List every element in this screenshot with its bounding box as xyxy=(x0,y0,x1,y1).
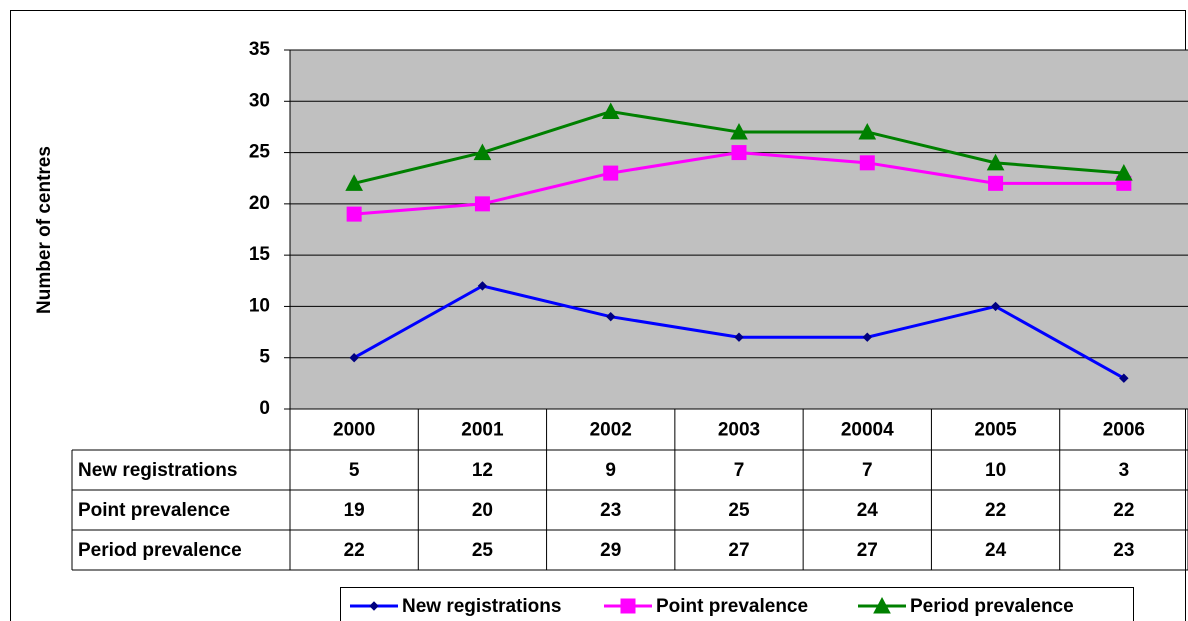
table-cell: 22 xyxy=(985,500,1006,521)
legend-marker xyxy=(620,598,636,614)
y-axis-label: Number of centres xyxy=(34,146,55,314)
marker xyxy=(345,174,363,191)
table-cell: 5 xyxy=(349,460,360,481)
table-cell: 25 xyxy=(472,540,494,561)
table-cell: 22 xyxy=(344,540,365,561)
marker xyxy=(474,196,490,212)
marker xyxy=(859,155,875,171)
plot-area xyxy=(290,50,1188,409)
table-cell: 23 xyxy=(1113,540,1134,561)
marker xyxy=(731,145,747,161)
legend xyxy=(340,587,1134,621)
table-cell: 7 xyxy=(862,460,873,481)
marker xyxy=(601,102,620,120)
x-tick-label: 2006 xyxy=(1103,420,1145,441)
table-row-label: New registrations xyxy=(78,460,237,481)
y-tick-label: 25 xyxy=(249,142,271,163)
marker xyxy=(606,311,616,322)
table-cell: 9 xyxy=(605,460,616,481)
marker xyxy=(990,301,1001,312)
x-tick-label: 2000 xyxy=(333,420,375,441)
table-cell: 3 xyxy=(1119,460,1130,481)
legend-label: New registrations xyxy=(402,596,561,617)
table-cell: 25 xyxy=(728,500,750,521)
table-cell: 7 xyxy=(734,460,745,481)
table-cell: 22 xyxy=(1113,500,1134,521)
marker xyxy=(986,153,1005,171)
table-cell: 27 xyxy=(857,540,878,561)
table-cell: 20 xyxy=(472,500,493,521)
marker xyxy=(1119,373,1129,383)
table-cell: 24 xyxy=(857,500,879,521)
table-cell: 10 xyxy=(985,460,1006,481)
table-cell: 24 xyxy=(985,540,1007,561)
legend-label: Period prevalence xyxy=(910,596,1074,617)
marker xyxy=(988,175,1004,191)
marker xyxy=(346,206,362,222)
marker xyxy=(862,332,872,342)
marker xyxy=(473,143,492,161)
table-cell: 23 xyxy=(600,500,621,521)
y-tick-label: 0 xyxy=(259,398,270,419)
table-cell: 12 xyxy=(472,460,493,481)
marker xyxy=(603,165,619,181)
table-row-label: Point prevalence xyxy=(78,500,230,521)
table-cell: 27 xyxy=(728,540,749,561)
marker xyxy=(730,122,748,140)
y-tick-label: 35 xyxy=(249,39,271,60)
marker xyxy=(477,281,488,291)
marker xyxy=(858,122,877,140)
x-tick-label: 2005 xyxy=(974,420,1017,441)
table-cell: 29 xyxy=(600,540,621,561)
y-tick-label: 10 xyxy=(249,295,270,316)
y-tick-label: 5 xyxy=(259,347,270,368)
x-tick-label: 2002 xyxy=(590,420,632,441)
x-tick-label: 20004 xyxy=(841,420,894,441)
x-tick-label: 2003 xyxy=(718,420,760,441)
x-tick-label: 2001 xyxy=(461,420,504,441)
legend-marker xyxy=(369,601,379,611)
marker xyxy=(734,332,744,342)
y-tick-label: 30 xyxy=(249,90,270,111)
legend-label: Point prevalence xyxy=(656,596,808,617)
marker xyxy=(1115,164,1133,181)
marker xyxy=(349,353,359,363)
y-tick-label: 20 xyxy=(249,193,270,214)
legend-marker xyxy=(873,596,891,614)
table-row-label: Period prevalence xyxy=(78,540,242,561)
y-tick-label: 15 xyxy=(249,244,271,265)
table-cell: 19 xyxy=(344,500,365,521)
